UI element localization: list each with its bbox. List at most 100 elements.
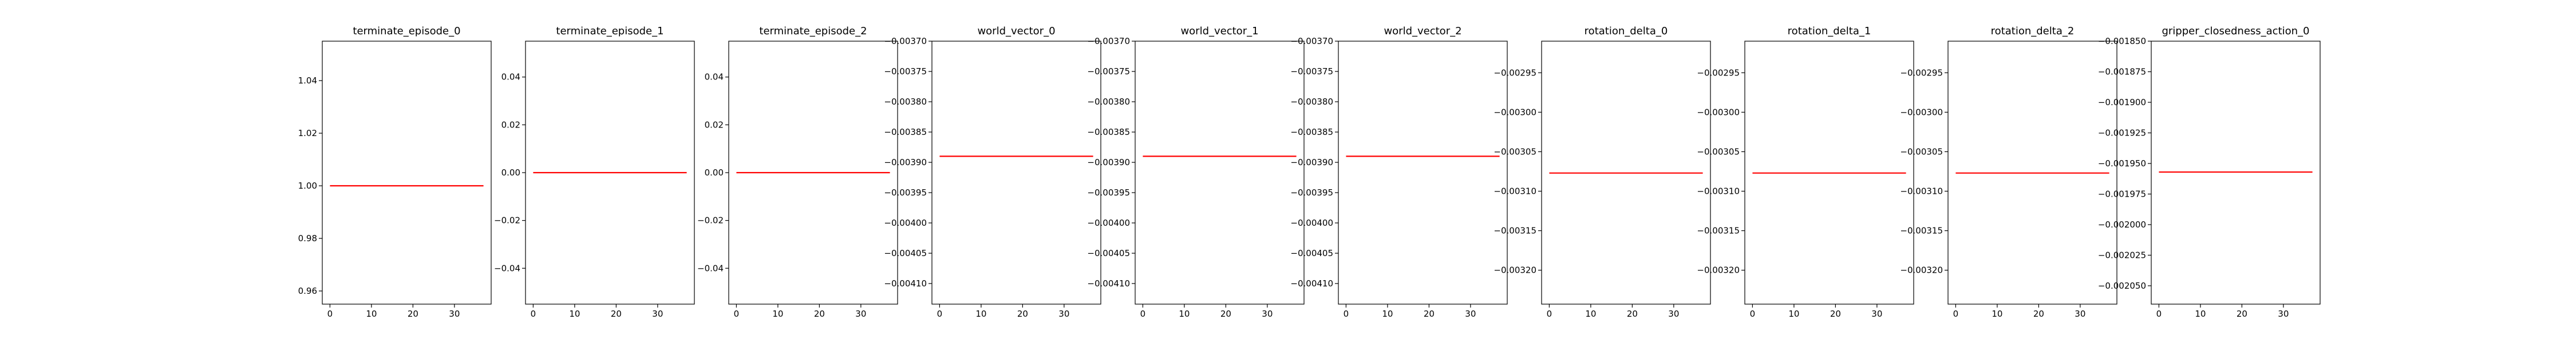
x-tick-label: 10: [772, 309, 783, 319]
y-tick-label: −0.00375: [884, 66, 927, 77]
subplot-title: terminate_episode_2: [759, 25, 867, 37]
plot-frame: [2151, 41, 2321, 305]
plot-frame: [1744, 41, 1914, 305]
plot-frame: [1947, 41, 2117, 305]
y-tick-label: −0.00380: [884, 97, 927, 107]
plot-frame: [322, 41, 492, 305]
y-tick-label: −0.00380: [1290, 97, 1333, 107]
x-tick-label: 20: [1424, 309, 1435, 319]
x-tick-label: 0: [531, 309, 536, 319]
y-tick-label: −0.00400: [1290, 218, 1333, 228]
subplot-2: terminate_episode_2 0 10 20 30 −0.04 −0.02 0.00…: [697, 25, 898, 319]
x-tick-label: 0: [734, 309, 740, 319]
y-tick-label: −0.00370: [1290, 36, 1333, 46]
y-tick-label: −0.00310: [1697, 186, 1740, 196]
y-tick-label: −0.00405: [884, 248, 927, 258]
y-tick-label: −0.00385: [1087, 127, 1130, 137]
y-tick-label: −0.00320: [1900, 265, 1943, 276]
x-tick-label: 10: [1382, 309, 1393, 319]
y-tick-label: −0.00395: [884, 188, 927, 198]
y-tick-label: −0.00390: [884, 157, 927, 167]
y-tick-label: −0.00320: [1697, 265, 1740, 276]
subplot-9: gripper_closedness_action_0 0 10 20 30 −0.001…: [2098, 25, 2321, 319]
x-tick-label: 20: [1017, 309, 1028, 319]
x-tick-label: 0: [2156, 309, 2162, 319]
y-tick-label: 0.98: [298, 233, 317, 244]
y-tick-label: −0.00410: [1087, 278, 1130, 289]
y-tick-label: 0.00: [501, 167, 520, 178]
y-tick-label: −0.00390: [1290, 157, 1333, 167]
plot-frame: [1338, 41, 1508, 305]
subplot-title: terminate_episode_1: [556, 25, 663, 37]
x-tick-label: 30: [1262, 309, 1273, 319]
y-tick-label: 0.02: [705, 119, 724, 130]
x-tick-label: 20: [2237, 309, 2247, 319]
x-tick-label: 10: [1179, 309, 1190, 319]
x-tick-label: 0: [1344, 309, 1349, 319]
subplot-1: terminate_episode_1 0 10 20 30 −0.04 −0.02 0.00…: [494, 25, 695, 319]
x-tick-label: 10: [1788, 309, 1799, 319]
y-tick-label: −0.00305: [1697, 146, 1740, 157]
y-tick-label: 1.04: [298, 75, 317, 86]
x-tick-label: 30: [2075, 309, 2085, 319]
x-tick-label: 10: [975, 309, 986, 319]
x-tick-label: 0: [1547, 309, 1552, 319]
y-tick-label: 0.02: [501, 119, 520, 130]
y-tick-label: −0.001875: [2098, 66, 2146, 77]
y-tick-label: 0.00: [705, 167, 724, 178]
x-tick-label: 20: [1830, 309, 1841, 319]
y-tick-label: 0.96: [298, 286, 317, 296]
y-tick-label: −0.00405: [1087, 248, 1130, 258]
subplot-5: world_vector_2 0 10 20 30 −0.00370 −0.00375 −0.…: [1290, 25, 1508, 319]
x-tick-label: 0: [1140, 309, 1146, 319]
y-tick-label: −0.00375: [1290, 66, 1333, 77]
x-tick-label: 30: [1058, 309, 1069, 319]
x-tick-label: 10: [569, 309, 580, 319]
y-tick-label: −0.00295: [1900, 67, 1943, 78]
y-tick-label: −0.00405: [1290, 248, 1333, 258]
y-tick-label: −0.00400: [1087, 218, 1130, 228]
y-tick-label: −0.00315: [1900, 226, 1943, 236]
x-tick-label: 0: [1750, 309, 1756, 319]
y-tick-label: −0.002000: [2098, 220, 2146, 230]
y-tick-label: −0.00395: [1087, 188, 1130, 198]
subplot-title: gripper_closedness_action_0: [2162, 25, 2309, 37]
x-tick-label: 20: [1627, 309, 1638, 319]
subplot-0: terminate_episode_0 0 10 20 30 0.96 0.98 1.00 1.…: [298, 25, 492, 319]
y-tick-label: −0.00310: [1494, 186, 1536, 196]
y-tick-label: −0.00315: [1697, 226, 1740, 236]
x-tick-label: 10: [1992, 309, 2002, 319]
y-tick-label: −0.00300: [1900, 107, 1943, 117]
x-tick-label: 30: [1465, 309, 1476, 319]
y-tick-label: −0.00375: [1087, 66, 1130, 77]
y-tick-label: −0.00385: [884, 127, 927, 137]
y-tick-label: −0.001850: [2098, 36, 2146, 46]
subplot-title: rotation_delta_1: [1788, 25, 1871, 37]
subplot-title: rotation_delta_2: [1991, 25, 2075, 37]
subplot-title: world_vector_0: [977, 25, 1055, 37]
subplot-title: world_vector_2: [1384, 25, 1461, 37]
plot-frame: [931, 41, 1101, 305]
x-tick-label: 20: [2033, 309, 2044, 319]
x-tick-label: 10: [366, 309, 377, 319]
y-tick-label: 0.04: [501, 72, 520, 82]
y-tick-label: −0.04: [697, 263, 724, 273]
x-tick-label: 30: [1668, 309, 1679, 319]
subplot-6: rotation_delta_0 0 10 20 30 −0.00295 −0.00300 −…: [1494, 25, 1711, 319]
x-tick-label: 20: [814, 309, 825, 319]
y-tick-label: −0.00390: [1087, 157, 1130, 167]
y-tick-label: −0.00310: [1900, 186, 1943, 196]
y-tick-label: −0.002050: [2098, 281, 2146, 291]
y-tick-label: −0.00395: [1290, 188, 1333, 198]
y-tick-label: −0.00370: [884, 36, 927, 46]
x-tick-label: 10: [2195, 309, 2206, 319]
y-tick-label: −0.00400: [884, 218, 927, 228]
subplot-4: world_vector_1 0 10 20 30 −0.00370 −0.00375 −0.…: [1087, 25, 1305, 319]
y-tick-label: −0.00410: [1290, 278, 1333, 289]
y-tick-label: −0.00300: [1494, 107, 1536, 117]
y-tick-label: 0.04: [705, 72, 724, 82]
y-tick-label: 1.02: [298, 128, 317, 138]
y-tick-label: −0.00295: [1494, 67, 1536, 78]
y-tick-label: −0.00370: [1087, 36, 1130, 46]
